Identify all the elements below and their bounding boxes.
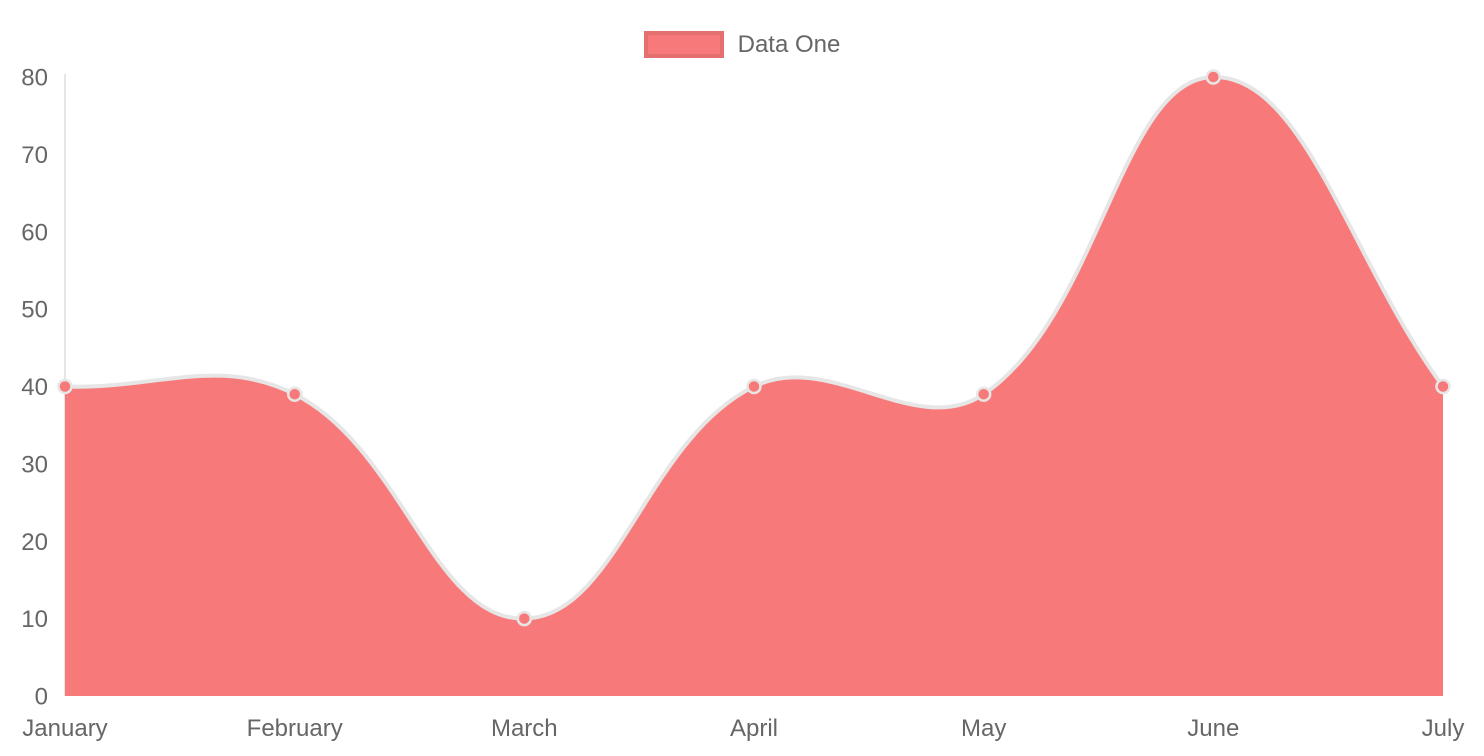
x-axis-label-april: April xyxy=(730,715,778,742)
data-point-july[interactable] xyxy=(1435,378,1451,395)
legend-item-data-one[interactable]: Data One xyxy=(643,31,841,58)
y-tick-label-30: 30 xyxy=(21,451,48,478)
y-tick-label-70: 70 xyxy=(21,142,48,169)
y-tick-label-10: 10 xyxy=(21,606,48,633)
legend-swatch-icon xyxy=(643,31,724,58)
data-point-january[interactable] xyxy=(57,378,73,395)
y-tick-label-50: 50 xyxy=(21,297,48,324)
legend-label: Data One xyxy=(737,31,841,58)
y-tick-label-80: 80 xyxy=(21,65,48,92)
x-axis-label-july: July xyxy=(1422,715,1465,742)
x-axis-label-march: March xyxy=(491,715,558,742)
x-axis-label-june: June xyxy=(1187,715,1239,742)
data-point-february[interactable] xyxy=(286,386,303,402)
series-area-fill xyxy=(65,76,1443,697)
data-point-march[interactable] xyxy=(516,610,533,627)
y-tick-label-60: 60 xyxy=(21,219,48,246)
chart-legend: Data One xyxy=(0,31,1484,58)
x-axis-label-february: February xyxy=(247,715,343,742)
x-axis-label-may: May xyxy=(961,715,1006,742)
data-point-june[interactable] xyxy=(1205,69,1222,85)
y-tick-label-40: 40 xyxy=(21,374,48,401)
data-point-april[interactable] xyxy=(746,378,762,395)
data-point-may[interactable] xyxy=(975,386,992,402)
x-axis-label-january: January xyxy=(22,715,107,742)
y-tick-label-0: 0 xyxy=(35,684,48,711)
y-tick-label-20: 20 xyxy=(21,529,48,556)
